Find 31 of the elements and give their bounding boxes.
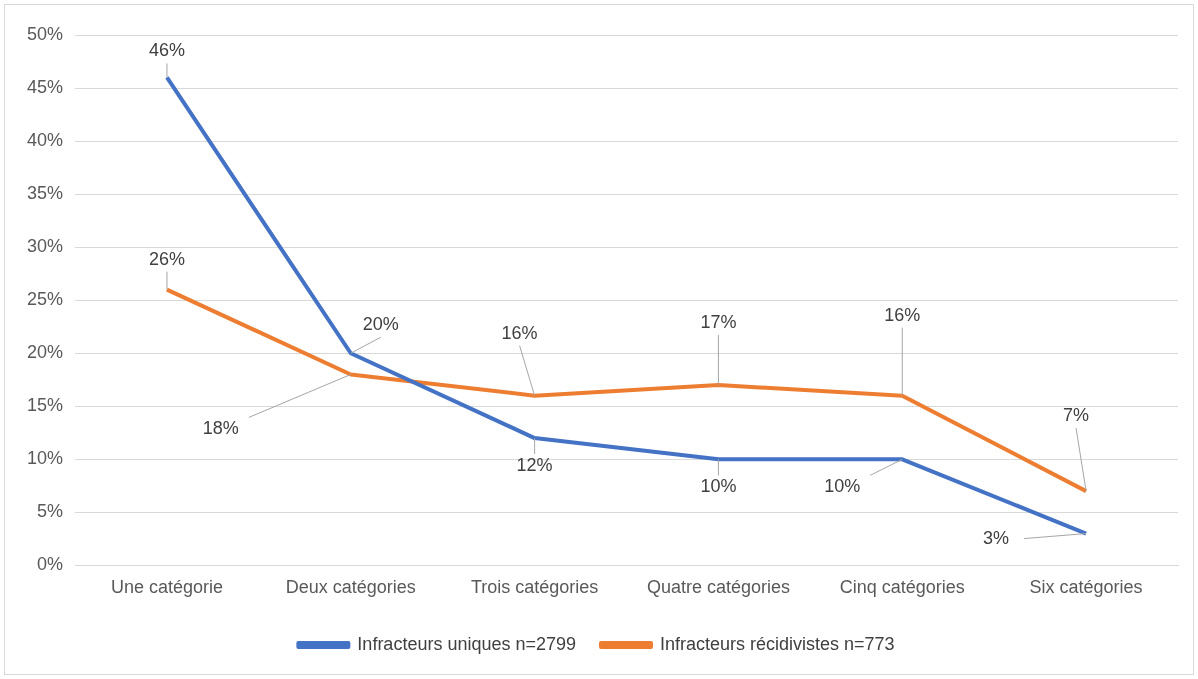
data-label: 16% xyxy=(884,304,921,325)
x-tick-label: Six catégories xyxy=(1029,577,1143,598)
legend-label: Infracteurs récidivistes n=773 xyxy=(660,633,895,654)
data-label: 46% xyxy=(148,40,185,61)
data-label: 17% xyxy=(700,312,737,333)
data-label: 10% xyxy=(700,476,737,497)
data-label: 20% xyxy=(362,314,399,335)
data-label: 7% xyxy=(1063,405,1090,426)
y-tick-label: 5% xyxy=(37,501,64,522)
y-tick-label: 15% xyxy=(27,395,64,416)
data-label: 12% xyxy=(516,455,553,476)
y-tick-label: 35% xyxy=(27,183,64,204)
data-label: 10% xyxy=(824,476,861,497)
y-tick-label: 50% xyxy=(27,23,64,44)
x-tick-label: Quatre catégories xyxy=(646,577,790,598)
x-tick-label: Deux catégories xyxy=(285,577,416,598)
y-tick-label: 10% xyxy=(27,448,64,469)
x-tick-label: Trois catégories xyxy=(470,577,599,598)
data-label: 3% xyxy=(983,527,1010,548)
x-tick-label: Cinq catégories xyxy=(839,577,965,598)
legend-label: Infracteurs uniques n=2799 xyxy=(357,633,577,654)
y-tick-label: 40% xyxy=(27,130,64,151)
y-tick-label: 0% xyxy=(37,554,64,575)
data-label: 16% xyxy=(501,322,538,343)
data-label: 18% xyxy=(202,418,239,439)
x-tick-label: Une catégorie xyxy=(110,577,223,598)
y-tick-label: 45% xyxy=(27,77,64,98)
y-tick-label: 20% xyxy=(27,342,64,363)
y-tick-label: 30% xyxy=(27,236,64,257)
y-tick-label: 25% xyxy=(27,289,64,310)
data-label: 26% xyxy=(148,248,185,269)
